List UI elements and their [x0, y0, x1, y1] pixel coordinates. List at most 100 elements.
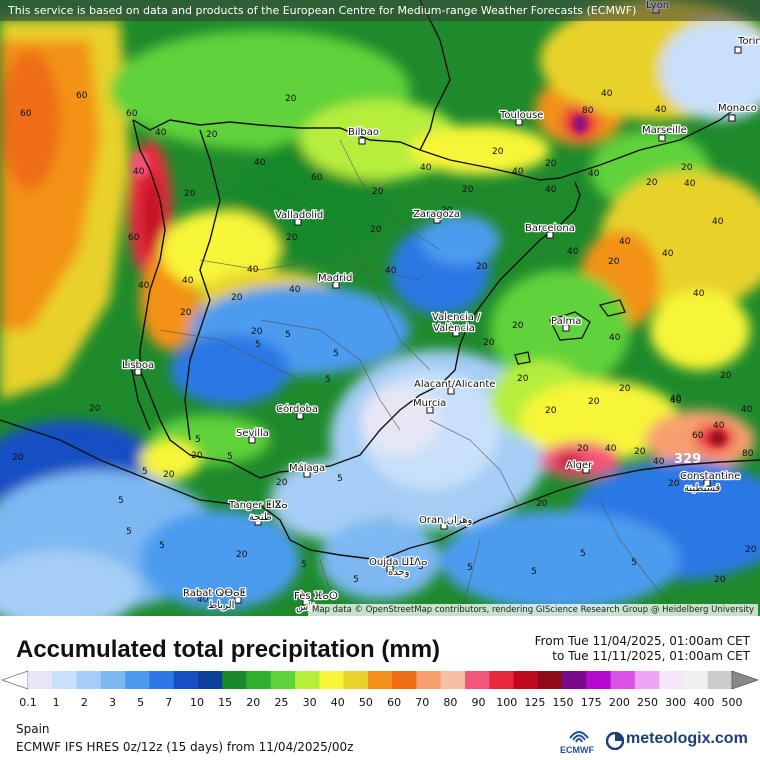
- city-label: Tanger ⵟⵏⴵⴰ: [228, 500, 288, 511]
- contour-value-label: 20: [536, 499, 548, 509]
- city-marker: [546, 231, 554, 239]
- colorbar-tick-label: 1: [52, 696, 60, 709]
- city-label: Córdoba: [276, 403, 318, 415]
- contour-value-label: 20: [12, 453, 24, 463]
- colorbar-segment: [683, 671, 709, 689]
- contour-value-label: 60: [311, 173, 323, 183]
- contour-value-label: 5: [227, 452, 233, 462]
- contour-value-label: 20: [545, 406, 557, 416]
- colorbar-tick-label: 250: [637, 696, 659, 709]
- contour-value-label: 20: [492, 147, 504, 157]
- colorbar-tick-label: 400: [693, 696, 715, 709]
- contour-value-label: 20: [276, 478, 288, 488]
- contour-value-label: 5: [631, 558, 637, 568]
- city-label: Rabat ⵕⴱⴰⵟ: [183, 588, 246, 599]
- contour-value-label: 40: [385, 266, 397, 276]
- colorbar-segment: [537, 671, 563, 689]
- colorbar-tick-label: 500: [721, 696, 743, 709]
- colorbar-segment: [197, 671, 223, 689]
- city-marker: [426, 406, 434, 414]
- city-label: Toulouse: [499, 110, 543, 121]
- model-info: ECMWF IFS HRES 0z/12z (15 days) from 11/…: [16, 740, 354, 754]
- contour-value-label: 40: [197, 595, 209, 605]
- contour-value-label: 40: [138, 281, 150, 291]
- colorbar-segment: [367, 671, 393, 689]
- colorbar-tick-label: 125: [524, 696, 546, 709]
- contour-value-label: 40: [670, 396, 682, 406]
- contour-value-label: 20: [370, 225, 382, 235]
- contour-value-label: 20: [441, 206, 453, 216]
- contour-value-label: 20: [545, 159, 557, 169]
- contour-value-label: 40: [662, 249, 674, 259]
- colorbar-segment: [319, 671, 345, 689]
- map-attribution[interactable]: Map data © OpenStreetMap contributors, r…: [308, 604, 758, 616]
- chart-title: Accumulated total precipitation (mm): [16, 636, 441, 663]
- city-label: Valencia /: [432, 312, 481, 323]
- contour-value-label: 40: [655, 105, 667, 115]
- city-label: Oran وهران: [419, 515, 473, 526]
- colorbar-tick-label: 50: [358, 696, 373, 709]
- colorbar-tick-label: 200: [608, 696, 630, 709]
- ecmwf-logo-text: ECMWF: [560, 745, 594, 755]
- contour-value-label: 40: [247, 265, 259, 275]
- contour-value-label: 40: [693, 289, 705, 299]
- contour-value-label: 5: [580, 549, 586, 559]
- city-marker: [358, 137, 366, 145]
- forecast-period: From Tue 11/04/2025, 01:00am CET to Tue …: [535, 634, 750, 664]
- colorbar-tick-label: 150: [552, 696, 574, 709]
- city-marker: [440, 522, 448, 530]
- colorbar-segment: [76, 671, 102, 689]
- city-label: Murcia: [413, 398, 446, 409]
- city-label: وجدة: [388, 567, 410, 578]
- ecmwf-logo[interactable]: ECMWF: [560, 726, 600, 758]
- city-label: Oujda ⵡⵊⴷⴰ: [369, 557, 428, 568]
- contour-value-label: 20: [251, 327, 263, 337]
- meteologix-logo-icon: [606, 732, 624, 750]
- contour-value-label: 40: [605, 444, 617, 454]
- city-marker: [386, 565, 394, 573]
- contour-value-label: 40: [133, 167, 145, 177]
- colorbar-segment: [270, 671, 296, 689]
- colorbar-segment: [125, 671, 150, 689]
- colorbar-segment: [28, 671, 53, 689]
- colorbar-segment: [634, 671, 660, 689]
- contour-value-label: 20: [588, 397, 600, 407]
- city-label: Zaragoza: [413, 209, 460, 220]
- colorbar-segment: [489, 671, 515, 689]
- city-label: Palma: [551, 316, 581, 327]
- contour-value-label: 20: [476, 262, 488, 272]
- contour-value-label: 20: [184, 189, 196, 199]
- city-label: Valladolid: [275, 210, 323, 221]
- contour-value-label: 40: [670, 394, 682, 404]
- colorbar-segment: [246, 671, 272, 689]
- contour-value-label: 20: [608, 257, 620, 267]
- colorbar-tick-label: 7: [165, 696, 173, 709]
- contour-value-label: 40: [741, 405, 753, 415]
- max-value-label: 329: [674, 452, 701, 467]
- contour-value-label: 5: [325, 375, 331, 385]
- contour-value-label: 5: [531, 567, 537, 577]
- contour-value-label: 20: [634, 447, 646, 457]
- contour-value-label: 60: [126, 109, 138, 119]
- contour-value-label: 20: [89, 404, 101, 414]
- contour-value-label: 5: [159, 541, 165, 551]
- contour-value-label: 5: [418, 562, 424, 572]
- period-to: to Tue 11/11/2025, 01:00am CET: [552, 649, 750, 663]
- colorbar-tick-label: 3: [108, 696, 116, 709]
- colorbar-segment: [464, 671, 490, 689]
- contour-value-label: 40: [182, 276, 194, 286]
- colorbar-segment: [173, 671, 199, 689]
- contour-value-label: 40: [155, 128, 167, 138]
- colorbar-segment: [343, 671, 369, 689]
- contour-value-label: 20: [180, 308, 192, 318]
- contour-value-label: 20: [720, 371, 732, 381]
- colorbar-tick-label: 175: [580, 696, 602, 709]
- precipitation-map[interactable]: 60 60 60 60 80 40 20 40 20 40 40 20 20 20 40 40 60 20 20 40…: [0, 0, 760, 616]
- city-label: Fès ⴼⴰⵙ: [294, 590, 338, 602]
- colorbar-tick-label: 5: [137, 696, 145, 709]
- colorbar-tick-label: 80: [443, 696, 458, 709]
- city-marker: [296, 412, 304, 420]
- colorbar-segment: [52, 671, 78, 689]
- ecmwf-logo-icon: [569, 731, 589, 743]
- contour-value-label: 20: [745, 545, 757, 555]
